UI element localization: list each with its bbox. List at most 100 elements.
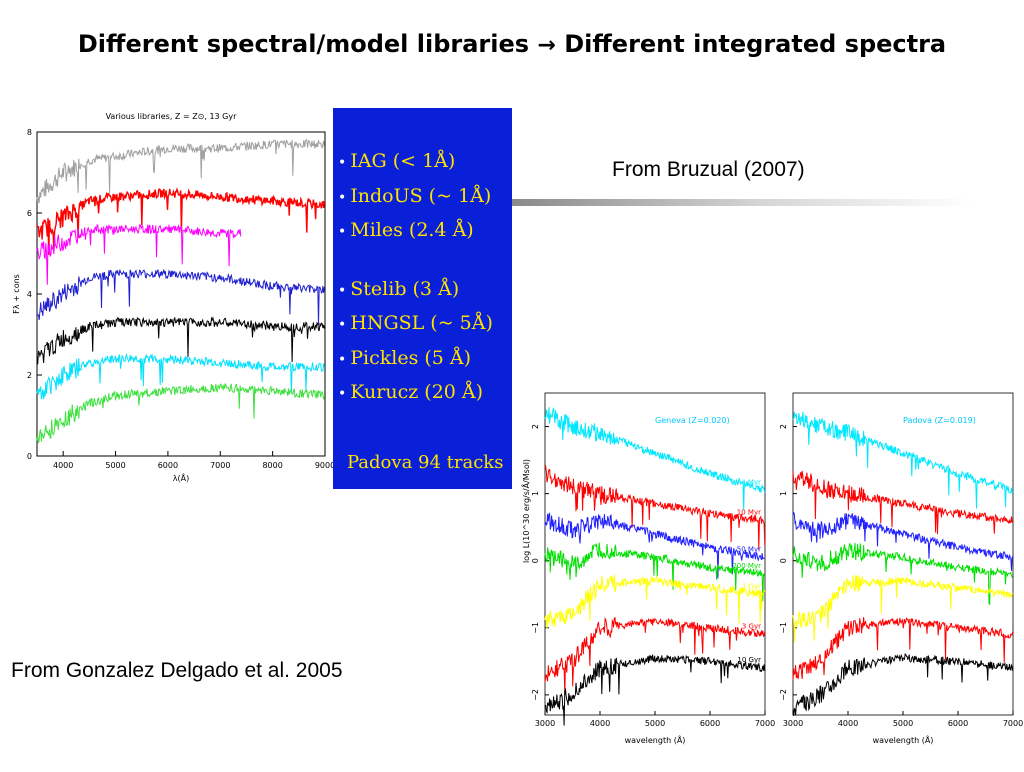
libraries-figure: Various libraries, Z = Z⊙, 13 Gyr 4000 500… [0, 108, 512, 489]
bullet-icon: • [338, 155, 347, 171]
padova-series-line-1 [792, 411, 1014, 509]
age-label-1: 4 Myr [741, 478, 761, 486]
bruzual-y-axis-label: log L(10^30 erg/s/Å/Msol) [521, 459, 531, 563]
geneva-y-tick-label: 0 [531, 558, 540, 563]
geneva-y-tick-label: −1 [531, 622, 540, 634]
library-list-item: • Stelib (3 Å) [338, 272, 493, 307]
y-tick-label: 4 [27, 290, 32, 299]
geneva-y-tick-label: 2 [531, 424, 540, 429]
series-line-7 [36, 383, 325, 444]
geneva-x-tick-label: 3000 [535, 719, 555, 728]
library-list-item: • Miles (2.4 Å) [338, 213, 493, 248]
library-label: IAG (< 1Å) [350, 150, 456, 172]
slide-title: Different spectral/model libraries → Dif… [0, 30, 1024, 58]
series-line-6 [36, 352, 325, 400]
geneva-x-axis-label: wavelength (Å) [625, 734, 686, 745]
y-tick-label: 8 [27, 128, 32, 137]
plot-title: Various libraries, Z = Z⊙, 13 Gyr [106, 112, 238, 121]
library-label: Kurucz (20 Å) [350, 381, 484, 403]
arrow-right-icon: → [537, 33, 556, 58]
library-list-item: • IAG (< 1Å) [338, 144, 493, 179]
bullet-icon: • [338, 386, 347, 402]
series-line-5 [36, 316, 325, 365]
age-label-4: 200 Myr [732, 562, 761, 570]
library-list-item: • Pickles (5 Å) [338, 341, 493, 376]
padova-y-tick-label: 0 [779, 558, 788, 563]
geneva-y-tick-label: 1 [531, 491, 540, 496]
padova-series-line-4 [792, 542, 1014, 606]
x-axis-label: λ(Å) [173, 472, 189, 483]
bruzual-charts: log L(10^30 erg/s/Å/Msol) Geneva (Z=0.020… [520, 392, 1023, 745]
geneva-series-line-1 [544, 407, 766, 511]
padova-panel-title: Padova (Z=0.019) [903, 416, 976, 425]
y-tick-label: 6 [27, 209, 32, 218]
age-label-2: 10 Myr [737, 508, 761, 516]
padova-y-tick-label: −1 [779, 622, 788, 634]
padova-plot-frame [792, 392, 1014, 716]
libraries-legend-panel: • IAG (< 1Å) • IndoUS (~ 1Å) • Miles (2.4 Å) •… [333, 108, 512, 489]
padova-series-line-6 [792, 617, 1014, 681]
x-tick-label: 6000 [158, 461, 178, 470]
geneva-series-line-3 [544, 512, 765, 579]
x-tick-label: 7000 [210, 461, 230, 470]
age-label-5: 1 Gyr [742, 582, 761, 590]
x-tick-label: 5000 [105, 461, 125, 470]
padova-series-line-7 [792, 653, 1014, 716]
library-list-item: • Kurucz (20 Å) [338, 375, 493, 410]
geneva-series-line-2 [544, 464, 766, 551]
series-line-3 [36, 224, 242, 285]
padova-x-axis-label: wavelength (Å) [873, 734, 934, 745]
bullet-icon: • [338, 282, 347, 299]
bullet-icon: • [338, 351, 347, 368]
geneva-series-line-4 [544, 542, 766, 602]
slide-title-part2: Different integrated spectra [564, 30, 947, 58]
padova-x-tick-label: 5000 [893, 719, 913, 728]
padova-x-tick-label: 4000 [838, 719, 858, 728]
padova-series-line-3 [792, 511, 1014, 571]
geneva-series-line-5 [544, 574, 766, 629]
libraries-plot-panel: Various libraries, Z = Z⊙, 13 Gyr 4000 500… [0, 108, 335, 489]
padova-y-tick-label: −2 [779, 689, 788, 701]
padova-y-tick-label: 1 [779, 491, 788, 496]
x-tick-label: 9000 [315, 461, 333, 470]
series-line-1 [36, 139, 325, 204]
library-label: HNGSL (~ 5Å) [350, 312, 493, 334]
library-list: • IAG (< 1Å) • IndoUS (~ 1Å) • Miles (2.4 Å) •… [338, 144, 493, 410]
age-label-7: 10 Gyr [737, 656, 761, 664]
geneva-x-tick-label: 7000 [755, 719, 775, 728]
x-tick-label: 4000 [53, 461, 73, 470]
bullet-icon: • [338, 224, 347, 240]
geneva-x-tick-label: 5000 [645, 719, 665, 728]
bruzual-caption: From Bruzual (2007) [612, 158, 805, 181]
age-label-6: 3 Gyr [742, 623, 761, 631]
padova-series-line-5 [792, 575, 1014, 643]
y-tick-label: 0 [27, 452, 32, 461]
gonzalez-caption: From Gonzalez Delgado et al. 2005 [11, 659, 343, 682]
x-tick-label: 8000 [262, 461, 282, 470]
library-label: Stelib (3 Å) [350, 277, 460, 300]
library-list-item: • HNGSL (~ 5Å) [338, 306, 493, 341]
libraries-chart: Various libraries, Z = Z⊙, 13 Gyr 4000 500… [12, 112, 335, 483]
divider-line [512, 199, 972, 206]
library-label: Pickles (5 Å) [350, 346, 472, 369]
series-line-2 [36, 187, 326, 255]
padova-series-line-2 [792, 470, 1014, 535]
bruzual-figure: log L(10^30 erg/s/Å/Msol) Geneva (Z=0.020… [520, 388, 1024, 768]
library-label: IndoUS (~ 1Å) [350, 184, 492, 207]
y-axis-label: Fλ + cons [12, 274, 21, 314]
library-label: Miles (2.4 Å) [350, 219, 474, 241]
geneva-x-tick-label: 4000 [590, 719, 610, 728]
geneva-series-line-6 [544, 616, 766, 696]
padova-y-tick-label: 2 [779, 424, 788, 429]
geneva-panel-title: Geneva (Z=0.020) [655, 416, 730, 425]
geneva-x-tick-label: 6000 [700, 719, 720, 728]
slide-title-part1: Different spectral/model libraries [77, 30, 530, 58]
tracks-label: Padova 94 tracks [347, 452, 504, 473]
padova-x-tick-label: 3000 [783, 719, 803, 728]
age-label-3: 50 Myr [737, 545, 761, 553]
series-line-4 [36, 269, 325, 326]
y-tick-label: 2 [27, 371, 32, 380]
geneva-y-tick-label: −2 [531, 689, 540, 701]
bullet-icon: • [338, 189, 347, 206]
geneva-series-line-7 [544, 654, 766, 726]
